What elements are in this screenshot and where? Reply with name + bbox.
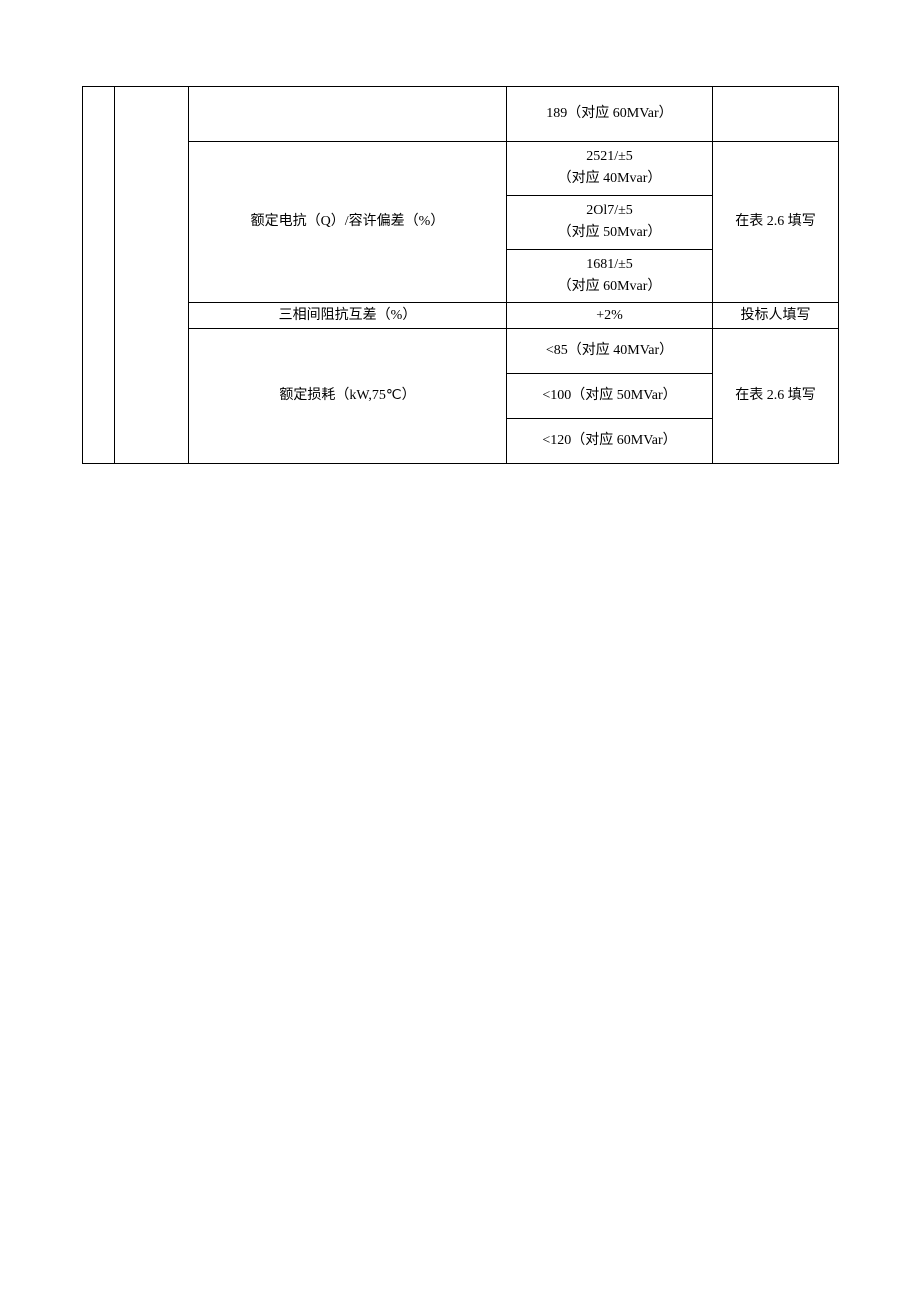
spec-table: 189（对应 60MVar） 额定电抗（Q）/容许偏差（%） 2521/±5 （…	[82, 86, 839, 464]
table-row: 三相间阻抗互差（%） +2% 投标人填写	[83, 303, 839, 329]
cell-e-r1	[713, 87, 839, 142]
cell-c-empty	[189, 87, 507, 142]
cell-text: 1681/±5	[586, 257, 633, 272]
table-row: 额定电抗（Q）/容许偏差（%） 2521/±5 （对应 40Mvar） 在表 2…	[83, 142, 839, 196]
cell-d-r1: 189（对应 60MVar）	[507, 87, 713, 142]
cell-d-r4-2: <100（对应 50MVar）	[507, 374, 713, 419]
cell-c-loss: 额定损耗（kW,75℃）	[189, 329, 507, 464]
cell-text: 2Ol7/±5	[586, 203, 633, 218]
cell-group-a	[83, 87, 115, 464]
cell-e-r4: 在表 2.6 填写	[713, 329, 839, 464]
cell-group-b	[115, 87, 189, 464]
cell-d-r3: +2%	[507, 303, 713, 329]
table-row: 额定损耗（kW,75℃） <85（对应 40MVar） 在表 2.6 填写	[83, 329, 839, 374]
cell-d-r2-3: 1681/±5 （对应 60Mvar）	[507, 249, 713, 303]
cell-d-r2-2: 2Ol7/±5 （对应 50Mvar）	[507, 195, 713, 249]
cell-c-reactance: 额定电抗（Q）/容许偏差（%）	[189, 142, 507, 303]
cell-text: （对应 40Mvar）	[558, 171, 662, 186]
cell-text: （对应 60Mvar）	[558, 279, 662, 294]
cell-text: 2521/±5	[586, 149, 633, 164]
page: 189（对应 60MVar） 额定电抗（Q）/容许偏差（%） 2521/±5 （…	[0, 0, 920, 1301]
cell-d-r4-1: <85（对应 40MVar）	[507, 329, 713, 374]
cell-d-r2-1: 2521/±5 （对应 40Mvar）	[507, 142, 713, 196]
table-row: 189（对应 60MVar）	[83, 87, 839, 142]
cell-text: （对应 50Mvar）	[558, 225, 662, 240]
cell-e-r2: 在表 2.6 填写	[713, 142, 839, 303]
cell-c-phase-diff: 三相间阻抗互差（%）	[189, 303, 507, 329]
cell-e-r3: 投标人填写	[713, 303, 839, 329]
cell-d-r4-3: <120（对应 60MVar）	[507, 419, 713, 464]
